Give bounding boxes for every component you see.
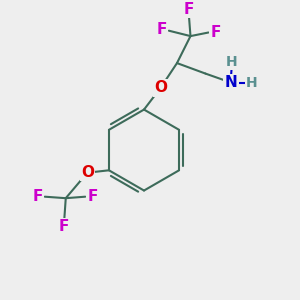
Text: O: O — [154, 80, 167, 95]
Text: N: N — [225, 75, 237, 90]
Text: F: F — [157, 22, 167, 37]
Text: F: F — [87, 189, 98, 204]
Text: F: F — [32, 189, 43, 204]
Text: H: H — [226, 55, 237, 69]
Text: H: H — [246, 76, 258, 90]
Text: O: O — [81, 165, 94, 180]
Text: F: F — [184, 2, 194, 17]
Text: F: F — [211, 25, 221, 40]
Text: F: F — [59, 220, 69, 235]
